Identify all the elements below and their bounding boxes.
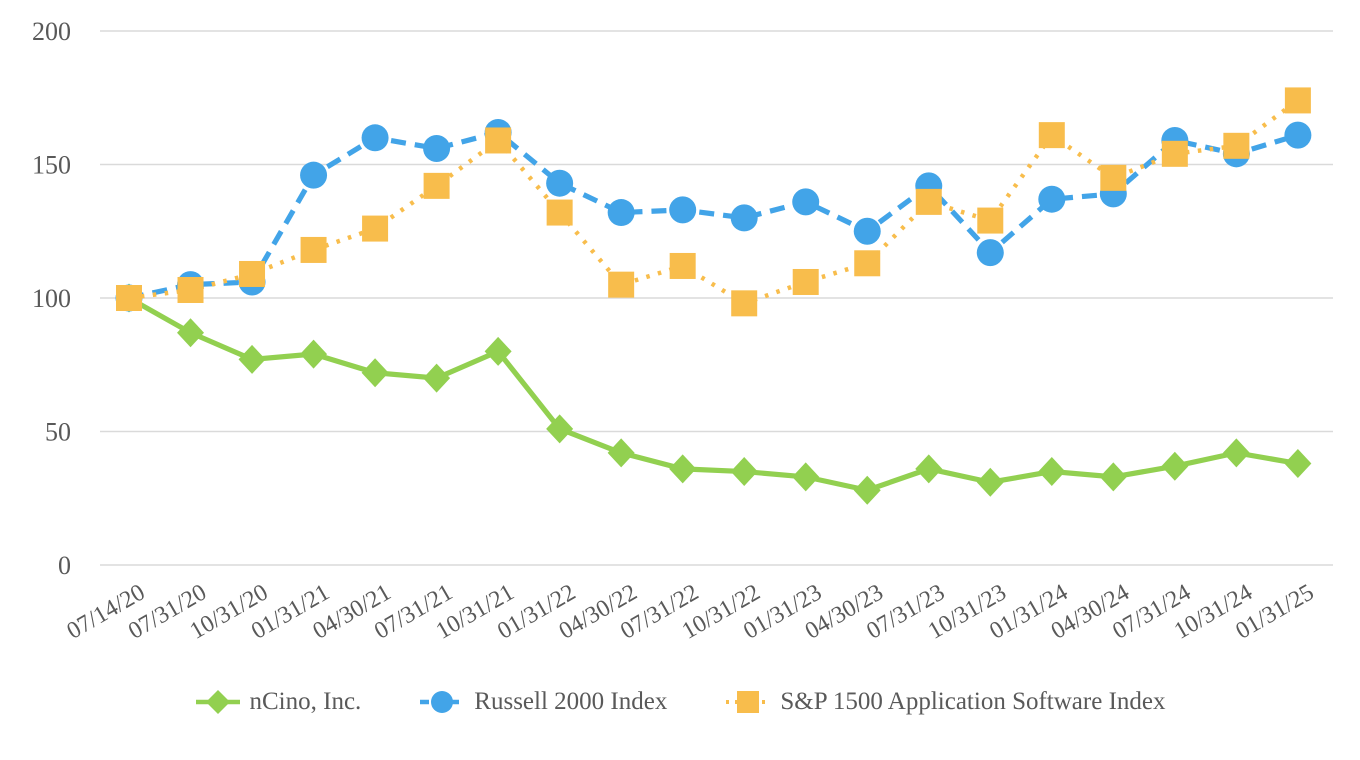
diamond-marker-ncino-inc [361,358,389,388]
square-marker-s-p-1500-application-software-index [116,285,142,311]
y-axis-tick-label: 50 [45,418,71,447]
square-marker-s-p-1500-application-software-index [1038,122,1065,149]
series-s-p-1500-application-software-index [116,87,1311,317]
diamond-marker-ncino-inc [177,318,205,348]
square-marker-s-p-1500-application-software-index [1161,140,1188,167]
legend-circle-icon [420,691,465,713]
circle-marker-russell-2000-index [792,188,820,216]
diamond-marker-ncino-inc [238,344,266,374]
series-line-russell-2000-index [128,129,1299,301]
circle-marker-russell-2000-index [669,196,697,224]
y-axis-tick-label: 150 [32,151,71,180]
square-marker-s-p-1500-application-software-index [792,268,819,295]
circle-marker-russell-2000-index [976,239,1004,267]
circle-marker-russell-2000-index [853,217,881,245]
diamond-marker-ncino-inc [484,336,512,366]
diamond-marker-ncino-inc [607,438,635,468]
circle-marker-russell-2000-index [300,161,328,189]
circle-marker-russell-2000-index [607,199,635,227]
y-axis-tick-label: 0 [58,551,71,580]
square-marker-s-p-1500-application-software-index [300,236,327,263]
legend-label-s-p-1500-application-software-index: S&P 1500 Application Software Index [780,688,1166,715]
legend-label-ncino-inc: nCino, Inc. [249,688,362,715]
square-marker-s-p-1500-application-software-index [1100,164,1127,191]
series-ncino-inc [115,283,1312,505]
circle-marker-russell-2000-index [361,124,389,152]
diamond-marker-ncino-inc [1038,457,1066,487]
legend-item-ncino-inc: nCino, Inc. [195,687,362,717]
circle-marker-russell-2000-index [1284,121,1312,149]
diamond-marker-ncino-inc [669,454,697,484]
legend-item-s-p-1500-application-software-index: S&P 1500 Application Software Index [725,687,1166,717]
square-marker-s-p-1500-application-software-index [362,215,389,242]
diamond-marker-ncino-inc [792,462,820,492]
diamond-marker-ncino-inc [546,414,574,444]
square-marker-s-p-1500-application-software-index [915,188,942,215]
diamond-marker-ncino-inc [300,339,328,369]
series-line-ncino-inc [127,295,1299,493]
diamond-marker-ncino-inc [1222,438,1250,468]
diamond-marker-ncino-inc [730,457,758,487]
diamond-marker-ncino-inc [1099,462,1127,492]
square-marker-s-p-1500-application-software-index [485,127,512,154]
square-marker-s-p-1500-application-software-index [669,252,696,279]
diamond-marker-ncino-inc [853,475,881,505]
legend-square-icon [726,691,771,713]
square-marker-s-p-1500-application-software-index [731,290,758,317]
diamond-marker-ncino-inc [1284,449,1312,479]
y-axis-tick-label: 200 [32,17,71,46]
series-line-s-p-1500-application-software-index [128,98,1300,306]
square-marker-s-p-1500-application-software-index [1223,132,1250,159]
diamond-marker-ncino-inc [1161,451,1189,481]
circle-marker-russell-2000-index [423,134,451,162]
square-marker-s-p-1500-application-software-index [177,276,204,303]
square-marker-s-p-1500-application-software-index [977,207,1004,234]
square-marker-s-p-1500-application-software-index [1284,87,1311,114]
circle-marker-russell-2000-index [730,204,758,232]
square-marker-s-p-1500-application-software-index [546,199,573,226]
chart-legend: nCino, Inc. Russell 2000 Index S&P 1500 Ap… [0,687,1360,717]
square-marker-s-p-1500-application-software-index [423,172,450,199]
legend-diamond-icon [195,690,240,714]
square-marker-s-p-1500-application-software-index [239,260,266,287]
diamond-marker-ncino-inc [423,363,451,393]
circle-marker-russell-2000-index [546,169,574,197]
diamond-marker-ncino-inc [915,454,943,484]
circle-marker-russell-2000-index [1038,185,1066,213]
square-marker-s-p-1500-application-software-index [854,250,881,277]
diamond-marker-ncino-inc [976,467,1004,497]
y-axis-tick-label: 100 [32,284,71,313]
legend-label-russell-2000-index: Russell 2000 Index [474,688,668,715]
square-marker-s-p-1500-application-software-index [608,271,635,298]
legend-item-russell-2000-index: Russell 2000 Index [419,687,667,717]
